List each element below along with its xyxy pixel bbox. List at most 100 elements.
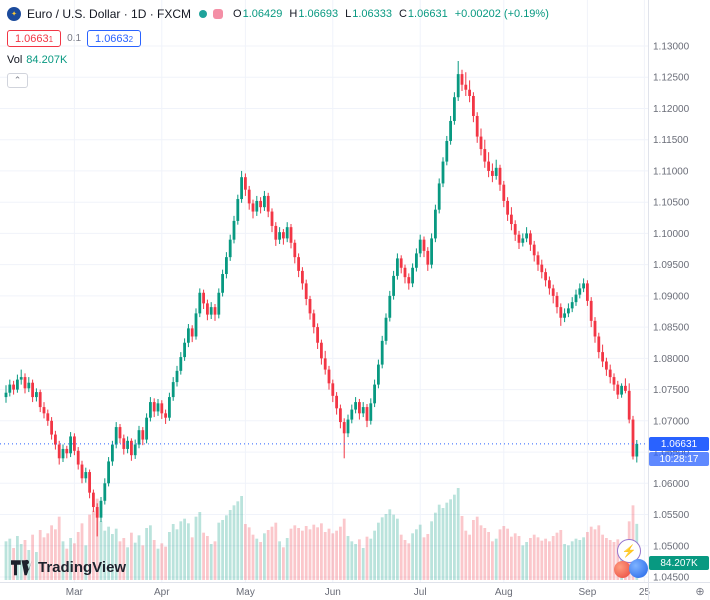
candle-body [270, 211, 274, 226]
volume-bar [244, 524, 247, 580]
close-value: 1.06631 [407, 8, 448, 20]
volume-bar [217, 522, 221, 580]
time-tick-label[interactable]: Apr [154, 587, 170, 598]
buy-button[interactable]: 1.0663 2 [87, 30, 142, 47]
price-tick-label[interactable]: 1.05000 [653, 541, 690, 552]
volume-bar [76, 532, 80, 580]
candle-body [426, 250, 430, 265]
sticker-red-icon[interactable] [614, 561, 631, 578]
volume-bar [449, 499, 452, 580]
volume-bar [487, 532, 490, 580]
candle-body [392, 275, 395, 296]
tradingview-logo[interactable]: TradingView [10, 558, 126, 576]
price-tick-label[interactable]: 1.10500 [653, 198, 690, 209]
volume-bar [95, 498, 99, 580]
sticker-blue-icon[interactable] [629, 559, 648, 578]
volume-bar [278, 541, 281, 580]
volume-bar [57, 516, 61, 580]
chevron-up-icon: ⌃ [13, 75, 22, 85]
time-tick-label[interactable]: Mar [66, 587, 84, 598]
volume-bar [240, 496, 243, 580]
candle-body [361, 407, 365, 414]
candle-body [346, 419, 350, 434]
time-tick-label[interactable]: May [236, 587, 255, 598]
price-tick-label[interactable]: 1.08500 [653, 323, 690, 334]
volume-bar [464, 530, 468, 580]
volume-bar [202, 532, 205, 580]
price-tick-label[interactable]: 1.11500 [653, 135, 689, 146]
candle-body [152, 402, 156, 412]
price-tick-label[interactable]: 1.13000 [653, 42, 690, 53]
candle-body [95, 507, 99, 518]
time-tick-label[interactable]: Jul [414, 587, 427, 598]
volume-bar [551, 536, 555, 580]
volume-bar [61, 541, 65, 580]
time-tick-label[interactable]: Jun [325, 587, 341, 598]
candle-body [472, 95, 475, 116]
candle-body [525, 233, 528, 239]
volume-bar [377, 522, 380, 580]
volume-bar [297, 528, 300, 580]
volume-bar [460, 516, 464, 580]
quote-row: 1.0663 1 0.1 1.0663 2 [7, 30, 549, 47]
sell-button[interactable]: 1.0663 1 [7, 30, 62, 47]
volume-bar [373, 530, 376, 580]
volume-bar [194, 516, 198, 580]
price-tick-label[interactable]: 1.05500 [653, 510, 690, 521]
time-tick-label[interactable]: 25 [639, 587, 651, 598]
candle-body [373, 384, 376, 404]
price-tick-label[interactable]: 1.09500 [653, 260, 690, 271]
candle-body [536, 255, 540, 265]
price-tick-label[interactable]: 1.12500 [653, 73, 690, 84]
volume-bar [479, 525, 483, 580]
candle-body [635, 443, 639, 457]
price-tick-label[interactable]: 1.11000 [653, 166, 689, 177]
candle-body [494, 167, 498, 176]
volume-bar [156, 548, 160, 580]
volume-bar [544, 538, 547, 580]
change-value: +0.00202 (+0.19%) [454, 8, 549, 20]
price-tick-label[interactable]: 1.07500 [653, 385, 690, 396]
candle-body [540, 264, 544, 273]
price-tick-label[interactable]: 1.08000 [653, 354, 690, 365]
legend-collapse-button[interactable]: ⌃ [7, 73, 28, 88]
candle-body [213, 307, 217, 315]
volume-bar [137, 535, 141, 580]
volume-bar [31, 534, 34, 580]
volume-bar [582, 537, 585, 580]
volume-bar [586, 532, 589, 580]
volume-bar [99, 521, 103, 580]
time-tick-label[interactable]: Aug [495, 587, 513, 598]
candle-body [529, 233, 532, 245]
candle-body [285, 227, 289, 239]
price-tick-label[interactable]: 1.06000 [653, 479, 690, 490]
price-tick-label[interactable]: 1.07000 [653, 416, 690, 427]
axis-settings-icon[interactable]: ⊕ [695, 585, 705, 598]
volume-bar [358, 539, 361, 580]
volume-bar [445, 502, 449, 580]
candle-body [627, 390, 631, 420]
price-tick-label[interactable]: 1.04500 [653, 573, 690, 584]
price-tick-label[interactable]: 1.12000 [653, 104, 690, 115]
volume-bar [50, 525, 53, 580]
candle-body [4, 392, 8, 398]
volume-bar [342, 518, 346, 580]
volume-bar [388, 509, 392, 580]
volume-bar [274, 522, 278, 580]
candle-body [133, 444, 137, 456]
volume-bar [206, 536, 209, 580]
volume-bar [529, 538, 532, 580]
time-tick-label[interactable]: Sep [579, 587, 597, 598]
price-tick-label[interactable]: 1.10000 [653, 229, 690, 240]
price-tick-label[interactable]: 1.09000 [653, 291, 690, 302]
volume-bar [320, 523, 323, 580]
symbol-title[interactable]: Euro / U.S. Dollar · 1D · FXCM [27, 7, 192, 21]
candle-body [415, 253, 418, 268]
candle-body [301, 270, 304, 284]
volume-bar [114, 528, 118, 580]
candle-body [403, 267, 407, 278]
candle-body [103, 483, 107, 501]
candle-body [145, 417, 148, 440]
candle-body [209, 307, 213, 315]
